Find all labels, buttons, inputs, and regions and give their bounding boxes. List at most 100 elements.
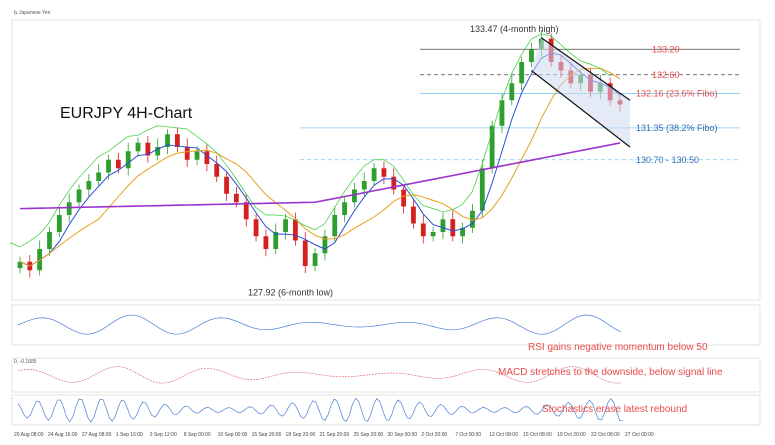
candle-body: [233, 193, 239, 203]
indicator-panels: RSI gains negative momentum below 50 0, -…: [11, 304, 761, 426]
candle-body: [420, 223, 426, 237]
candle-body: [66, 202, 72, 215]
candle-body: [174, 134, 180, 147]
candle-body: [529, 49, 534, 62]
level-label: 132.60: [652, 70, 680, 80]
candle-body: [135, 142, 141, 152]
candle-body: [96, 172, 102, 181]
level-label: 133.20: [652, 44, 680, 54]
price-annotation: 133.47 (4-month high): [470, 24, 559, 34]
x-tick-label: 18 Sep 20:00: [286, 432, 316, 438]
chart-title: EURJPY 4H-Chart: [60, 105, 193, 122]
candle-body: [381, 168, 387, 177]
x-tick-label: 15 Oct 08:00: [523, 432, 552, 438]
candle-body: [519, 62, 525, 84]
channel-lower: [530, 70, 631, 148]
candle-body: [263, 236, 269, 249]
candle-body: [332, 215, 338, 237]
candle-body: [184, 147, 190, 160]
x-tick-label: 27 Oct 00:00: [625, 432, 654, 438]
candle-body: [214, 164, 220, 177]
indicator-line: [17, 314, 622, 335]
candle-body: [253, 219, 259, 237]
x-tick-label: 12 Oct 08:00: [489, 432, 518, 438]
candle-body: [499, 100, 505, 126]
x-axis: 20 Aug 08:00 24 Aug 16:00 27 Aug 08:00 1 Se…: [14, 432, 654, 438]
x-tick-label: 10 Sep 00:00: [218, 432, 248, 438]
level-label: 132.16 (23.6% Fibo): [636, 88, 718, 98]
price-panel: 133.20 132.60 132.16 (23.6% Fibo) 131.35 (3…: [9, 19, 761, 301]
x-tick-label: 1 Sep 16:00: [116, 432, 143, 438]
indicator-note: Stochastics erase latest rebound: [542, 404, 687, 415]
candle-body: [470, 210, 475, 228]
x-tick-label: 3 Sep 12:00: [150, 432, 177, 438]
candle-body: [56, 215, 62, 232]
candle-body: [273, 232, 279, 249]
x-tick-label: 25 Sep 20:00: [353, 432, 383, 438]
candle-body: [460, 227, 466, 237]
candle-body: [440, 219, 446, 232]
x-tick-label: 7 Oct 00:00: [455, 432, 481, 438]
indicator-note: MACD stretches to the downside, below si…: [498, 367, 723, 378]
x-tick-label: 22 Oct 08:00: [591, 432, 620, 438]
candle-body: [479, 168, 485, 211]
x-tick-label: 19 Oct 20:00: [557, 432, 586, 438]
candle-body: [322, 236, 328, 254]
candle-body: [125, 151, 131, 169]
candle-body: [371, 168, 377, 181]
x-tick-label: 21 Sep 20:00: [320, 432, 350, 438]
candle-body: [293, 219, 298, 241]
candle-body: [194, 151, 200, 160]
x-tick-label: 2 Oct 20:00: [421, 432, 447, 438]
x-tick-label: 24 Aug 16:00: [48, 432, 78, 438]
channel-upper: [540, 37, 631, 101]
candle-body: [86, 181, 92, 190]
x-tick-label: 30 Sep 00:00: [387, 432, 417, 438]
candle-body: [352, 189, 357, 203]
candle-body: [509, 83, 515, 101]
candle-body: [224, 176, 229, 194]
candle-body: [145, 142, 151, 156]
candle-body: [243, 202, 249, 220]
candle-body: [283, 219, 288, 232]
candle-body: [37, 249, 43, 271]
indicator-note: RSI gains negative momentum below 50: [528, 342, 708, 353]
candle-body: [302, 240, 308, 266]
candle-body: [106, 159, 111, 173]
candle-body: [450, 219, 456, 237]
indicator-frame: [11, 394, 761, 426]
indicator-line: [17, 397, 623, 423]
level-label: 130.70 - 130.50: [636, 155, 699, 165]
symbol-note: ly Japanese Yen: [14, 10, 51, 16]
candle-body: [391, 176, 397, 190]
ichimoku-line: [9, 33, 611, 248]
candle-body: [430, 232, 436, 237]
x-tick-label: 20 Aug 08:00: [14, 432, 44, 438]
x-tick-label: 15 Sep 20:00: [252, 432, 282, 438]
channel-fill: [531, 37, 630, 147]
ema-line: [19, 52, 621, 267]
candle-body: [155, 147, 161, 156]
candle-body: [165, 134, 170, 147]
x-tick-label: 8 Sep 00:00: [184, 432, 211, 438]
candle-body: [115, 159, 121, 169]
candle-body: [489, 125, 495, 169]
candle-body: [17, 261, 23, 269]
indicator-label: 0, -0.1685: [14, 359, 37, 365]
price-annotation: 127.92 (6-month low): [248, 288, 333, 298]
indicator-line: [17, 366, 621, 384]
candle-body: [204, 151, 210, 164]
x-tick-label: 27 Aug 08:00: [82, 432, 112, 438]
candle-body: [312, 253, 318, 266]
indicator-frame: [11, 357, 761, 393]
level-label: 131.35 (38.2% Fibo): [636, 123, 718, 133]
candle-body: [411, 206, 416, 224]
candle-body: [76, 189, 82, 203]
indicator-frame: [11, 304, 761, 346]
candle-body: [361, 181, 367, 190]
candle-body: [401, 189, 407, 207]
candle-body: [342, 202, 347, 215]
sma200-line: [19, 142, 621, 210]
